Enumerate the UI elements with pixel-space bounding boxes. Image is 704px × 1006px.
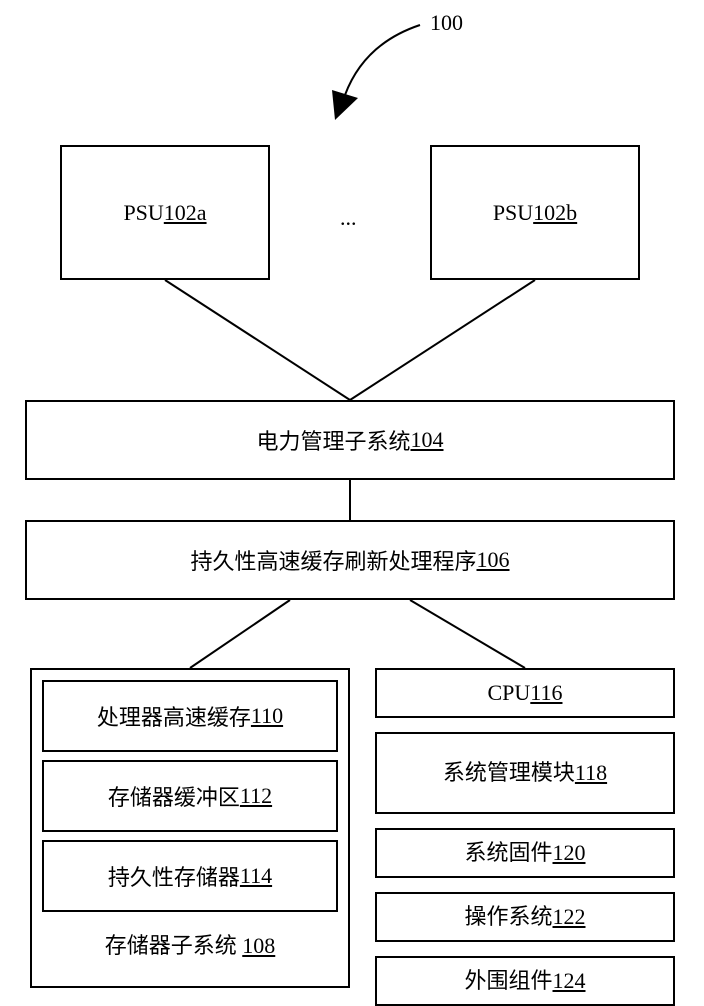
mem-inner-112: 存储器缓冲区 112	[42, 760, 338, 832]
psu_a: PSU 102a	[60, 145, 270, 280]
psu_b: PSU 102b	[430, 145, 640, 280]
power-mgmt-subsystem: 电力管理子系统 104	[25, 400, 675, 480]
right-box-124: 外围组件 124	[375, 956, 675, 1006]
figure-number: 100	[430, 10, 463, 36]
psu-ellipsis: ...	[340, 205, 357, 231]
right-box-118: 系统管理模块118	[375, 732, 675, 814]
memory-subsystem-label: 存储器子系统 108	[42, 920, 338, 960]
memory-subsystem: 处理器高速缓存 110 存储器缓冲区 112 持久性存储器 114 存储器子系统 10…	[30, 668, 350, 988]
right-box-122: 操作系统 122	[375, 892, 675, 942]
persistent-cache-flush-handler: 持久性高速缓存刷新处理程序 106	[25, 520, 675, 600]
right-box-120: 系统固件 120	[375, 828, 675, 878]
mem-inner-114: 持久性存储器 114	[42, 840, 338, 912]
right-box-116: CPU 116	[375, 668, 675, 718]
mem-inner-110: 处理器高速缓存 110	[42, 680, 338, 752]
diagram-canvas: 100 PSU 102a PSU 102b... 电力管理子系统 104 持久性高速缓存…	[0, 0, 704, 1000]
